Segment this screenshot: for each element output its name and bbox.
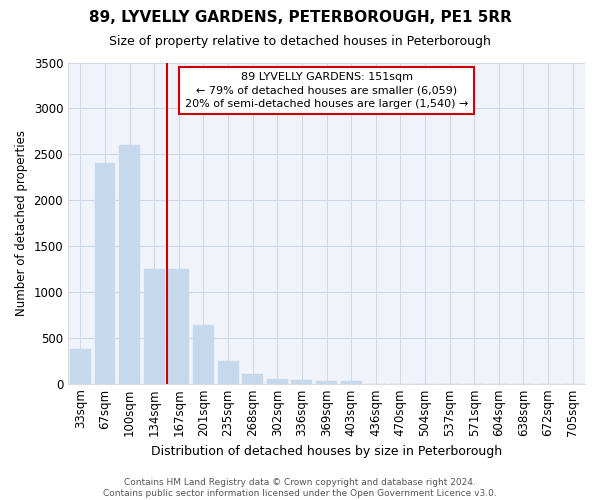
Bar <box>144 269 164 384</box>
Text: Contains HM Land Registry data © Crown copyright and database right 2024.
Contai: Contains HM Land Registry data © Crown c… <box>103 478 497 498</box>
Bar <box>341 381 362 384</box>
X-axis label: Distribution of detached houses by size in Peterborough: Distribution of detached houses by size … <box>151 444 502 458</box>
Bar <box>70 349 91 384</box>
Bar <box>119 145 140 384</box>
Text: 89 LYVELLY GARDENS: 151sqm
← 79% of detached houses are smaller (6,059)
20% of s: 89 LYVELLY GARDENS: 151sqm ← 79% of deta… <box>185 72 468 108</box>
Y-axis label: Number of detached properties: Number of detached properties <box>15 130 28 316</box>
Bar <box>316 381 337 384</box>
Bar <box>292 380 313 384</box>
Bar <box>169 269 189 384</box>
Bar <box>95 164 115 384</box>
Bar <box>242 374 263 384</box>
Bar <box>193 325 214 384</box>
Text: Size of property relative to detached houses in Peterborough: Size of property relative to detached ho… <box>109 35 491 48</box>
Bar <box>218 360 239 384</box>
Text: 89, LYVELLY GARDENS, PETERBOROUGH, PE1 5RR: 89, LYVELLY GARDENS, PETERBOROUGH, PE1 5… <box>89 10 511 25</box>
Bar <box>267 378 288 384</box>
